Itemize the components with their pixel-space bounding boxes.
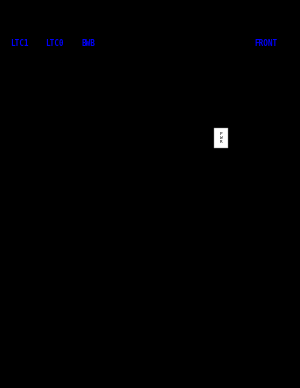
Text: LTC0: LTC0 [45, 40, 64, 48]
Text: BWB: BWB [82, 40, 96, 48]
Bar [214, 128, 228, 148]
Text: FRONT: FRONT [254, 40, 277, 48]
Text: LTC1: LTC1 [10, 40, 28, 48]
Text: P
W
R: P W R [220, 132, 222, 144]
